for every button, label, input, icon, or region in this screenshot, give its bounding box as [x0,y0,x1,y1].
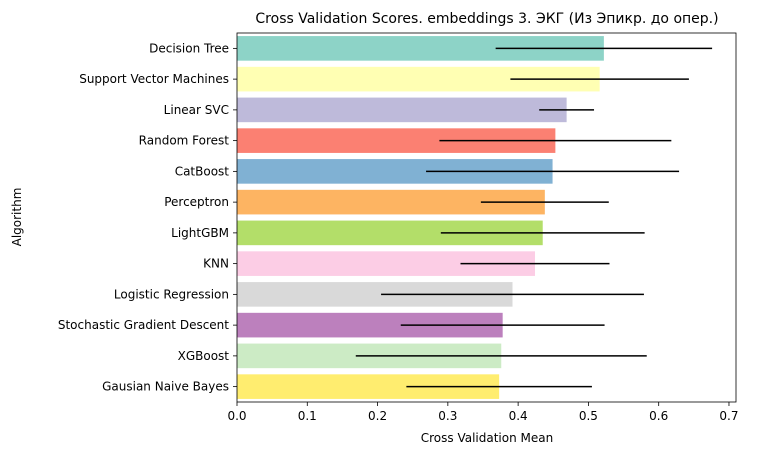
x-axis-label: Cross Validation Mean [421,431,553,445]
x-tick-label: 0.6 [649,409,668,423]
y-tick-label: XGBoost [178,349,230,363]
y-axis-label: Algorithm [10,188,24,247]
y-tick-label: CatBoost [175,164,230,178]
y-tick-label: Stochastic Gradient Descent [58,318,229,332]
y-tick-label: Support Vector Machines [79,72,229,86]
bars-group [237,36,604,399]
y-tick-label: Linear SVC [164,103,229,117]
chart-title: Cross Validation Scores. embeddings 3. Э… [255,11,718,27]
y-tick-label: Gausian Naive Bayes [102,380,229,394]
x-tick-label: 0.4 [509,409,528,423]
x-tick-label: 0.5 [579,409,598,423]
y-tick-label: Decision Tree [149,41,229,55]
x-tick-label: 0.2 [368,409,387,423]
y-tick-label: Random Forest [139,134,230,148]
x-axis-ticks: 0.0 0.1 0.2 0.3 0.4 0.5 0.6 0.7 [227,402,739,423]
x-tick-label: 0.7 [719,409,738,423]
y-tick-label: Logistic Regression [114,287,229,301]
y-tick-label: LightGBM [171,226,229,240]
x-tick-label: 0.3 [438,409,457,423]
y-tick-label: Perceptron [164,195,229,209]
plot-frame [236,32,737,403]
y-axis-ticks: Decision Tree Support Vector Machines Line… [58,41,237,394]
x-tick-label: 0.1 [298,409,317,423]
x-tick-label: 0.0 [227,409,246,423]
error-bars-group [355,47,713,388]
y-tick-label: KNN [203,257,229,271]
bar [237,97,567,123]
